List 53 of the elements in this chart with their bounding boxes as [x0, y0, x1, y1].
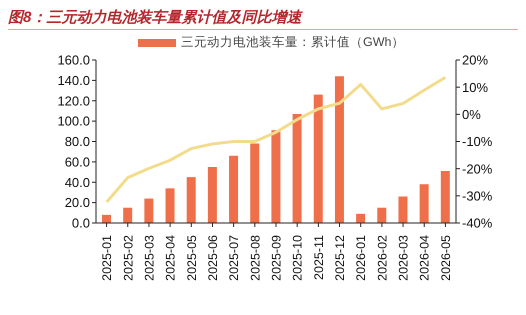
bar	[250, 144, 260, 223]
bar	[186, 177, 196, 223]
bar	[166, 188, 175, 223]
x-tick-label: 2026-04	[418, 234, 432, 281]
x-tick-label: 2025-12	[333, 234, 348, 281]
bar	[271, 130, 280, 223]
bar	[292, 114, 302, 223]
y2-tick-label: -40%	[462, 216, 493, 231]
x-tick-label: 2025-01	[100, 234, 114, 281]
y-tick-label: 60.0	[64, 154, 90, 170]
x-tick-label: 2026-03	[396, 234, 411, 281]
bar	[208, 166, 217, 223]
x-tick-label: 2025-08	[248, 234, 262, 281]
bar	[377, 208, 386, 223]
y2-tick-label: 0%	[462, 106, 482, 122]
x-tick-label: 2025-06	[206, 234, 220, 281]
bar	[440, 171, 450, 223]
x-tick-label: 2026-01	[354, 234, 368, 281]
y2-tick-label: -10%	[462, 134, 493, 150]
bar	[229, 156, 238, 223]
line-series	[105, 76, 447, 204]
y-tick-label: 80.0	[64, 134, 90, 150]
y2-tick-label: -20%	[462, 161, 493, 176]
x-tick-label: 2025-09	[270, 234, 284, 281]
y-tick-label: 160.0	[57, 52, 90, 68]
y-tick-label: 120.0	[57, 93, 90, 108]
x-tick-label: 2026-05	[438, 234, 453, 281]
bar	[314, 94, 323, 223]
y2-tick-label: -30%	[462, 188, 493, 204]
y-tick-label: 140.0	[57, 72, 90, 88]
bar	[102, 214, 111, 223]
y2-tick-label: 10%	[462, 80, 488, 95]
bar	[398, 196, 408, 223]
y-tick-label: 20.0	[64, 195, 90, 210]
bar	[420, 184, 429, 223]
x-tick-label: 2026-02	[375, 234, 390, 281]
x-tick-label: 2025-04	[164, 234, 178, 281]
bar	[334, 76, 344, 223]
bar	[356, 214, 366, 223]
bar	[144, 198, 154, 223]
chart-title: 图8：三元动力电池装车量累计值及同比增速	[8, 8, 518, 30]
x-tick-label: 2025-05	[184, 234, 199, 281]
x-tick-label: 2025-07	[227, 234, 242, 281]
bar	[123, 208, 132, 223]
x-tick-label: 2025-02	[121, 234, 136, 281]
x-tick-label: 2025-11	[312, 234, 326, 280]
legend-label: 三元动力电池装车量：累计值（GWh）	[180, 34, 404, 51]
x-tick-label: 2025-10	[290, 234, 305, 281]
y-tick-label: 40.0	[64, 174, 90, 190]
y-tick-label: 0.0	[72, 216, 90, 231]
y-tick-label: 100.0	[57, 114, 90, 129]
x-tick-label: 2025-03	[142, 234, 156, 281]
y2-tick-label: 20%	[462, 52, 488, 68]
